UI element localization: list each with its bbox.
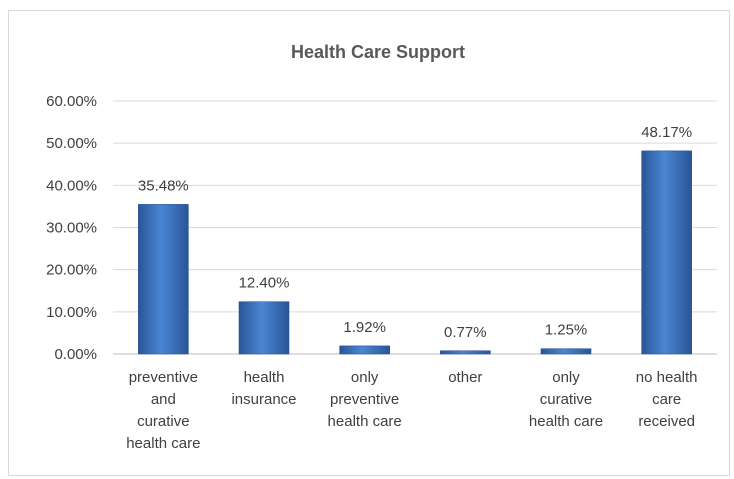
y-tick-label: 50.00% xyxy=(46,135,97,152)
category-label: only xyxy=(351,369,379,386)
category-label: curative xyxy=(137,413,190,430)
chart-title: Health Care Support xyxy=(291,42,465,62)
category-label: other xyxy=(448,369,482,386)
gridlines xyxy=(113,100,717,355)
bar xyxy=(339,345,390,355)
y-tick-label: 60.00% xyxy=(46,93,97,110)
data-label: 12.40% xyxy=(239,275,290,292)
bar xyxy=(440,350,491,355)
bar xyxy=(238,301,290,355)
y-tick-label: 40.00% xyxy=(46,177,97,194)
y-tick-label: 10.00% xyxy=(46,304,97,321)
category-label: preventive xyxy=(129,369,198,386)
chart-frame: Health Care Support 0.00% 10.00% 20.00% 30.… xyxy=(8,10,730,476)
bars xyxy=(138,150,692,355)
bar xyxy=(138,204,189,355)
category-label: preventive xyxy=(330,391,399,408)
category-label: care xyxy=(652,391,681,408)
category-label: only xyxy=(552,369,580,386)
y-tick-label: 20.00% xyxy=(46,262,97,279)
category-labels: preventive and curative health care health in… xyxy=(126,369,697,452)
y-tick-label: 30.00% xyxy=(46,220,97,237)
data-label: 0.77% xyxy=(444,324,487,341)
data-label: 1.92% xyxy=(343,319,386,336)
category-label: health xyxy=(244,369,285,386)
data-label: 35.48% xyxy=(138,177,189,194)
bar xyxy=(641,150,692,355)
category-label: and xyxy=(151,391,176,408)
data-labels: 35.48% 12.40% 1.92% 0.77% 1.25% 48.17% xyxy=(138,124,692,341)
bar xyxy=(540,348,592,355)
y-axis-ticks: 0.00% 10.00% 20.00% 30.00% 40.00% 50.00% 60.00… xyxy=(46,93,97,363)
category-label: received xyxy=(638,413,695,430)
category-label: health care xyxy=(126,435,200,452)
category-label: curative xyxy=(540,391,593,408)
category-label: health care xyxy=(328,413,402,430)
bar-chart: Health Care Support 0.00% 10.00% 20.00% 30.… xyxy=(46,42,717,452)
category-label: health care xyxy=(529,413,603,430)
category-label: insurance xyxy=(231,391,296,408)
category-label: no health xyxy=(636,369,698,386)
data-label: 1.25% xyxy=(545,322,588,339)
y-tick-label: 0.00% xyxy=(54,346,97,363)
data-label: 48.17% xyxy=(641,124,692,141)
